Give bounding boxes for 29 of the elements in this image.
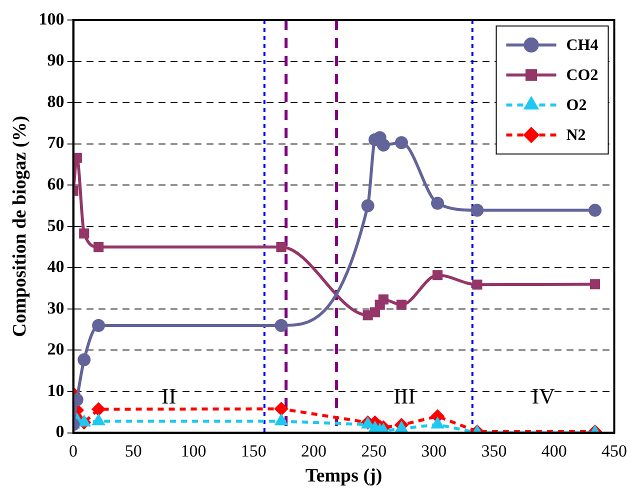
y-tick-label: 10 xyxy=(47,380,64,400)
annotation: III xyxy=(393,383,416,408)
y-tick-label: 20 xyxy=(47,340,64,359)
y-tick-label: 100 xyxy=(38,9,64,28)
y-tick-label: 30 xyxy=(47,298,64,318)
legend-label: CH4 xyxy=(566,37,598,54)
x-tick-label: 450 xyxy=(602,441,627,460)
y-axis-title: Composition de biogaz (%) xyxy=(9,116,30,337)
y-tick-label: 50 xyxy=(47,216,64,235)
x-tick-label: 150 xyxy=(240,441,266,460)
y-tick-label: 60 xyxy=(47,174,64,194)
y-tick-label: 70 xyxy=(47,133,64,152)
y-tick-label: 40 xyxy=(47,257,64,276)
x-tick-label: 200 xyxy=(300,441,326,460)
x-tick-label: 400 xyxy=(541,441,567,460)
x-tick-label: 0 xyxy=(69,441,78,460)
y-tick-label: 0 xyxy=(56,422,64,442)
x-tick-label: 300 xyxy=(421,441,447,460)
annotation: IV xyxy=(532,383,556,408)
y-tick-label: 90 xyxy=(47,50,64,70)
x-tick-label: 50 xyxy=(124,441,142,460)
legend-label: N2 xyxy=(566,127,586,144)
x-axis-title: Temps (j) xyxy=(305,466,382,487)
legend-label: O2 xyxy=(566,97,587,114)
y-tick-label: 80 xyxy=(47,92,64,111)
x-tick-label: 100 xyxy=(180,441,206,460)
legend-label: CO2 xyxy=(566,67,598,84)
x-tick-label: 250 xyxy=(361,441,387,460)
x-tick-label: 350 xyxy=(481,441,507,460)
